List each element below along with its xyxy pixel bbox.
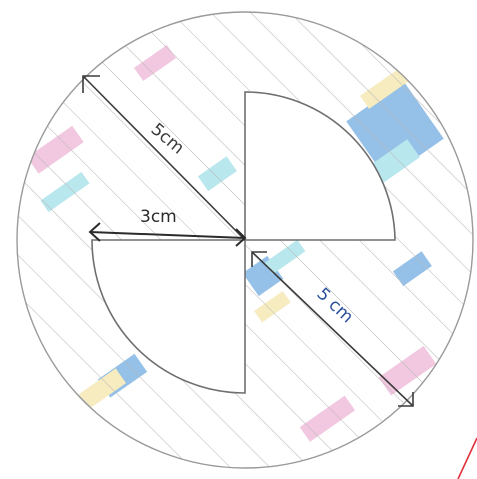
radius-arrow-lower-right [251, 251, 414, 407]
label-quadrant-radius: 3cm [140, 207, 177, 227]
quarter-disc-top-right [244, 91, 396, 241]
red-mark [457, 437, 477, 479]
quarter-disc-bottom-left [91, 239, 246, 394]
radius-arrow-upper-left [82, 75, 246, 241]
radius-arrow-left [88, 222, 247, 247]
outer-circle [16, 11, 474, 469]
